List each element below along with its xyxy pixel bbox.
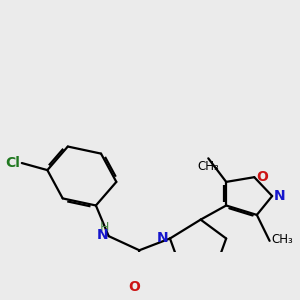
- Text: Cl: Cl: [5, 156, 20, 170]
- Text: CH₃: CH₃: [272, 233, 293, 246]
- Text: CH₃: CH₃: [197, 160, 219, 173]
- Text: N: N: [274, 189, 286, 203]
- Text: O: O: [256, 170, 268, 184]
- Text: N: N: [156, 230, 168, 244]
- Text: O: O: [128, 280, 140, 294]
- Text: N: N: [97, 228, 109, 242]
- Text: H: H: [99, 221, 109, 234]
